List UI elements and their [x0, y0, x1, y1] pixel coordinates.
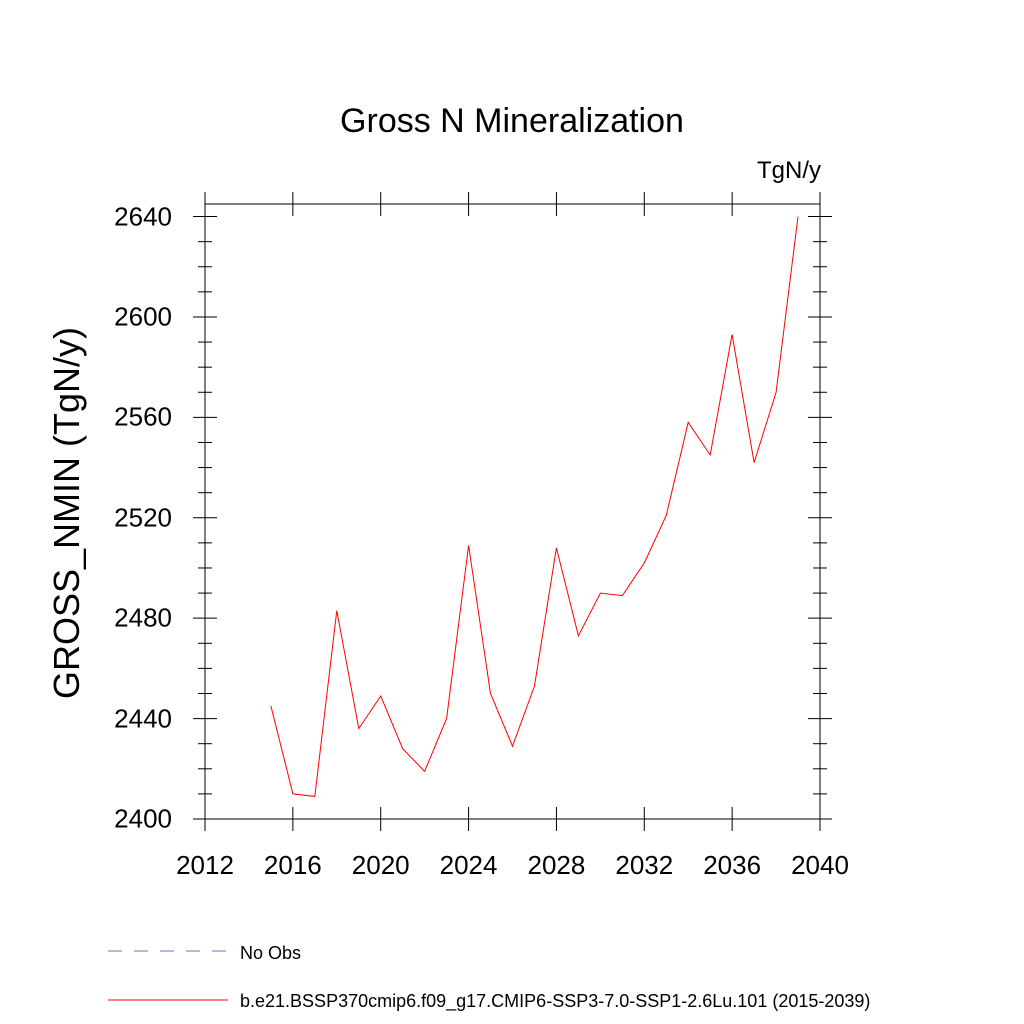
y-tick-label: 2560 — [114, 401, 172, 432]
legend-swatch-run — [108, 999, 228, 1001]
x-tick-label: 2016 — [263, 850, 322, 880]
x-tick-label: 2032 — [615, 850, 674, 880]
y-tick-label: 2600 — [114, 301, 172, 332]
series-line — [270, 216, 799, 797]
y-tick-label: 2480 — [114, 602, 172, 633]
x-tick-label: 2036 — [703, 850, 762, 880]
major-ticks — [193, 192, 832, 831]
y-tick-label: 2520 — [114, 502, 172, 533]
chart-title: Gross N Mineralization — [340, 102, 684, 140]
plot-frame — [204, 203, 821, 820]
x-tick-label: 2024 — [439, 850, 498, 880]
legend-swatch-no-obs — [108, 950, 228, 952]
y-tick-label: 2400 — [114, 803, 172, 834]
legend-label-no-obs: No Obs — [240, 943, 302, 963]
series-layer — [270, 216, 799, 797]
minor-ticks — [198, 241, 827, 795]
x-tick-label: 2020 — [351, 850, 410, 880]
x-tick-label: 2028 — [527, 850, 586, 880]
x-tick-label: 2012 — [176, 850, 234, 880]
y-tick-label: 2640 — [114, 201, 172, 232]
units-label: TgN/y — [756, 157, 821, 184]
x-tick-label: 2040 — [791, 850, 849, 880]
legend-label-run: b.e21.BSSP370cmip6.f09_g17.CMIP6-SSP3-7.… — [240, 991, 871, 1011]
y-tick-label: 2440 — [114, 703, 172, 734]
